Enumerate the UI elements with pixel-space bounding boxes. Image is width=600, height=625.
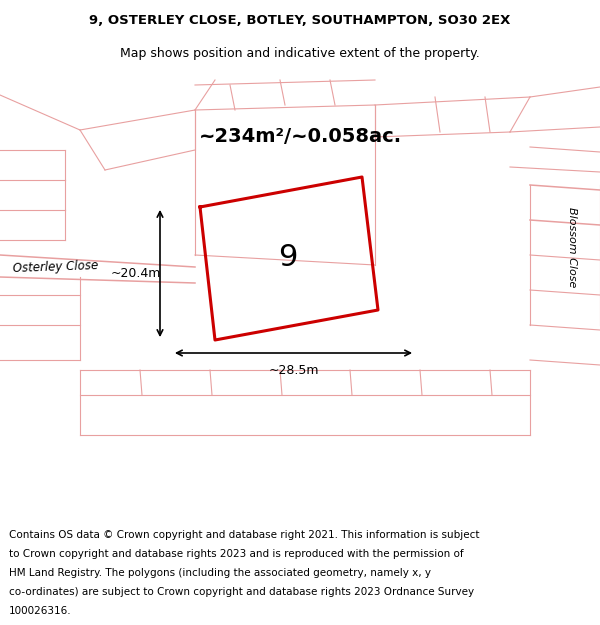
Text: co-ordinates) are subject to Crown copyright and database rights 2023 Ordnance S: co-ordinates) are subject to Crown copyr… [9,587,474,597]
Text: Osterley Close: Osterley Close [12,259,98,275]
Text: Blossom Close: Blossom Close [567,207,577,288]
Text: to Crown copyright and database rights 2023 and is reproduced with the permissio: to Crown copyright and database rights 2… [9,549,464,559]
Text: HM Land Registry. The polygons (including the associated geometry, namely x, y: HM Land Registry. The polygons (includin… [9,568,431,578]
Text: 9, OSTERLEY CLOSE, BOTLEY, SOUTHAMPTON, SO30 2EX: 9, OSTERLEY CLOSE, BOTLEY, SOUTHAMPTON, … [89,14,511,28]
Text: 100026316.: 100026316. [9,606,71,616]
Text: ~28.5m: ~28.5m [268,364,319,376]
Text: ~20.4m: ~20.4m [111,267,161,280]
Text: Contains OS data © Crown copyright and database right 2021. This information is : Contains OS data © Crown copyright and d… [9,530,479,540]
Text: 9: 9 [278,242,298,271]
Text: Map shows position and indicative extent of the property.: Map shows position and indicative extent… [120,48,480,61]
Text: ~234m²/~0.058ac.: ~234m²/~0.058ac. [199,127,401,146]
